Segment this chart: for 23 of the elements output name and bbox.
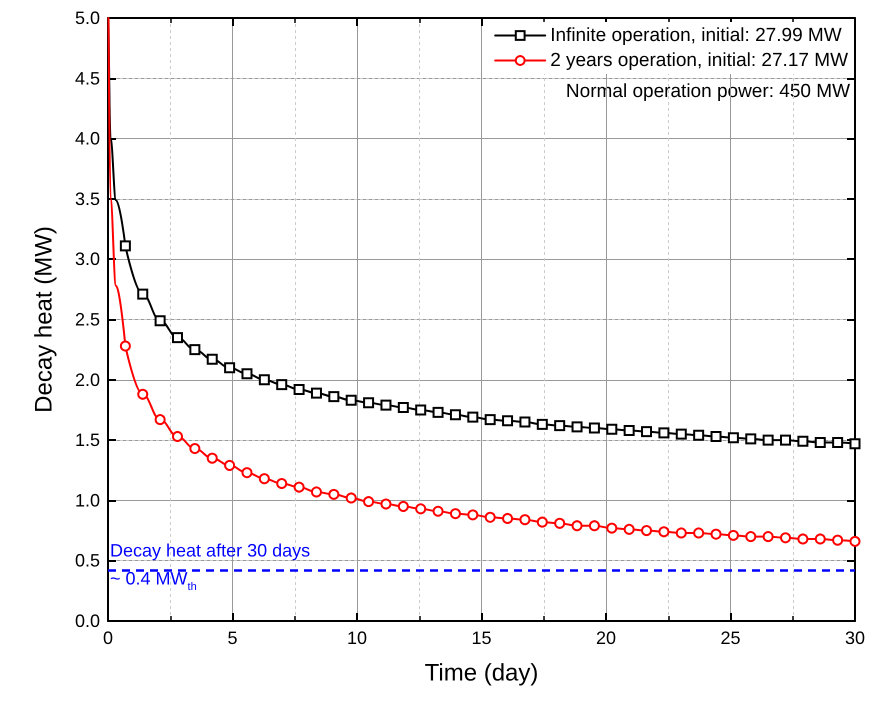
y-tick-label: 0.0 [74,611,100,631]
y-tick-label: 4.0 [74,128,100,149]
y-tick-label: 2.0 [74,370,100,390]
y-tick-label: 2.5 [74,310,100,330]
x-axis-title: Time (day) [424,660,538,686]
y-tick-label: 1.0 [74,490,100,510]
y-tick-label: 3.5 [74,188,100,209]
y-tick-label: 3.0 [74,249,100,270]
y-tick-label: 0.5 [74,550,100,571]
y-tick-label: 4.5 [74,68,100,88]
y-axis-title: Decay heat (MW) [30,226,58,413]
x-tick-label: 5 [227,628,238,648]
y-tick-label: 1.5 [74,430,100,450]
legend-label: Infinite operation, initial: 27.99 MW [550,25,842,46]
x-tick-label: 20 [596,628,616,648]
y-tick-label: 5.0 [74,8,100,28]
annotation: Normal operation power: 450 MW [566,81,850,102]
x-tick-label: 30 [844,628,866,648]
x-tick-label: 10 [346,628,368,648]
x-tick-label: 0 [102,628,114,648]
x-tick-label: 25 [720,628,741,648]
x-tick-label: 15 [471,628,492,648]
legend-label: 2 years operation, initial: 27.17 MW [550,50,848,71]
